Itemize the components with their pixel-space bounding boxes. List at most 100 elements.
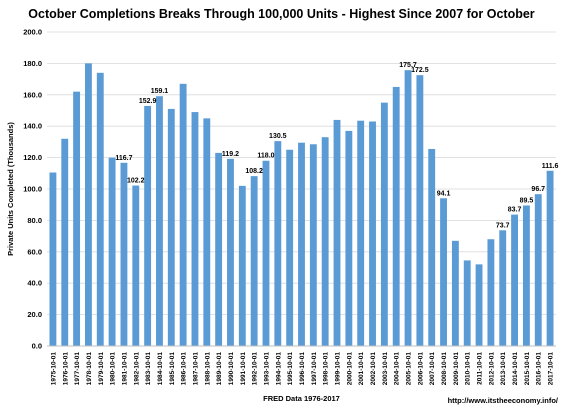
x-tick-label: 2007-10-01 bbox=[429, 352, 436, 386]
bar bbox=[380, 102, 388, 347]
x-tick-label: 2016-10-01 bbox=[536, 352, 543, 386]
bar bbox=[120, 162, 128, 346]
y-tick-label: 40.0 bbox=[27, 279, 42, 288]
bar bbox=[274, 141, 282, 346]
bar bbox=[238, 185, 246, 346]
data-label: 102.2 bbox=[127, 178, 145, 185]
bar bbox=[203, 118, 211, 346]
y-tick-label: 140.0 bbox=[23, 122, 42, 131]
y-tick-label: 60.0 bbox=[27, 247, 42, 256]
bar bbox=[534, 194, 542, 346]
data-label: 89.5 bbox=[520, 197, 534, 204]
y-tick-label: 160.0 bbox=[23, 90, 42, 99]
bar bbox=[451, 240, 459, 346]
x-axis-title: FRED Data 1976-2017 bbox=[263, 394, 340, 403]
x-tick-label: 2000-10-01 bbox=[346, 352, 353, 386]
bar bbox=[392, 86, 400, 346]
bar bbox=[215, 152, 223, 346]
data-label: 159.1 bbox=[151, 88, 169, 95]
y-tick-label: 20.0 bbox=[27, 310, 42, 319]
x-tick-label: 1998-10-01 bbox=[323, 352, 330, 386]
bar bbox=[144, 105, 152, 347]
x-tick-label: 2009-10-01 bbox=[453, 352, 460, 386]
data-label: 130.5 bbox=[269, 133, 287, 140]
y-tick-label: 100.0 bbox=[23, 185, 42, 194]
x-tick-label: 1983-10-01 bbox=[145, 352, 152, 386]
y-tick-label: 180.0 bbox=[23, 59, 42, 68]
x-tick-label: 1978-10-01 bbox=[86, 352, 93, 386]
bar bbox=[262, 160, 270, 346]
x-tick-label: 2014-10-01 bbox=[512, 352, 519, 386]
bar bbox=[191, 112, 199, 346]
x-tick-label: 1995-10-01 bbox=[287, 352, 294, 386]
bar bbox=[333, 119, 341, 346]
data-label: 119.2 bbox=[222, 151, 239, 158]
x-tick-label: 1981-10-01 bbox=[121, 352, 128, 386]
x-tick-label: 2017-10-01 bbox=[548, 352, 555, 386]
bar bbox=[84, 63, 92, 347]
x-tick-label: 2002-10-01 bbox=[370, 352, 377, 386]
bar bbox=[132, 185, 140, 346]
y-tick-label: 80.0 bbox=[27, 216, 42, 225]
x-tick-label: 1992-10-01 bbox=[252, 352, 259, 386]
bar bbox=[309, 144, 317, 346]
bar bbox=[440, 198, 447, 346]
data-labels: 116.7 102.2 152.9 159.1 119.2 108.2 118.0 130.5… bbox=[115, 62, 558, 229]
x-tick-label: 2008-10-01 bbox=[441, 352, 448, 386]
data-label: 175.7 bbox=[399, 62, 417, 69]
data-label: 94.1 bbox=[437, 190, 451, 197]
x-tick-label: 2013-10-01 bbox=[500, 352, 507, 386]
data-label: 116.7 bbox=[115, 155, 132, 162]
x-tick-label: 1991-10-01 bbox=[240, 352, 247, 386]
bar bbox=[345, 130, 353, 346]
data-label: 172.5 bbox=[411, 67, 429, 74]
x-tick-label: 1976-10-01 bbox=[62, 352, 69, 386]
bar bbox=[428, 148, 436, 346]
data-label: 96.7 bbox=[531, 186, 545, 193]
data-label: 73.7 bbox=[496, 222, 510, 229]
x-axis-ticks: 1975-10-01 1976-10-01 1977-10-01 1978-10-01… bbox=[50, 352, 554, 386]
x-tick-label: 2003-10-01 bbox=[382, 352, 389, 386]
x-tick-label: 2015-10-01 bbox=[524, 352, 531, 386]
x-tick-label: 1996-10-01 bbox=[299, 352, 306, 386]
x-tick-label: 2006-10-01 bbox=[417, 352, 424, 386]
y-axis-title: Private Units Completed (Thousands) bbox=[6, 122, 15, 256]
bar bbox=[404, 70, 412, 346]
bar bbox=[463, 260, 471, 346]
x-tick-label: 1979-10-01 bbox=[98, 352, 105, 386]
data-label: 118.0 bbox=[257, 153, 274, 160]
bar bbox=[321, 137, 329, 346]
bar bbox=[499, 230, 507, 346]
bar bbox=[369, 121, 376, 347]
x-tick-label: 1997-10-01 bbox=[311, 352, 318, 386]
x-tick-label: 1987-10-01 bbox=[192, 352, 199, 386]
y-tick-label: 120.0 bbox=[23, 153, 42, 162]
bar bbox=[108, 157, 116, 346]
bar bbox=[511, 214, 519, 346]
x-tick-label: 1975-10-01 bbox=[50, 352, 57, 386]
x-tick-label: 1980-10-01 bbox=[110, 352, 117, 386]
source-credit: http://www.itstheeconomy.info/ bbox=[448, 396, 559, 405]
x-tick-label: 1994-10-01 bbox=[275, 352, 282, 386]
bar bbox=[298, 142, 305, 346]
bar bbox=[156, 96, 163, 346]
x-tick-label: 1989-10-01 bbox=[216, 352, 223, 386]
x-tick-label: 2001-10-01 bbox=[358, 352, 365, 386]
data-label: 108.2 bbox=[245, 168, 263, 175]
chart-title: October Completions Breaks Through 100,0… bbox=[28, 7, 535, 21]
bar bbox=[475, 264, 483, 346]
bar bbox=[487, 239, 495, 346]
x-tick-label: 1990-10-01 bbox=[228, 352, 235, 386]
bars bbox=[49, 63, 554, 347]
x-tick-label: 1999-10-01 bbox=[335, 352, 342, 386]
data-label: 111.6 bbox=[542, 163, 559, 170]
bar bbox=[49, 172, 57, 346]
x-tick-label: 1986-10-01 bbox=[181, 352, 188, 386]
bar bbox=[179, 83, 187, 346]
x-tick-label: 1988-10-01 bbox=[204, 352, 211, 386]
bar bbox=[522, 205, 530, 346]
x-tick-label: 2004-10-01 bbox=[394, 352, 401, 386]
y-tick-label: 0.0 bbox=[32, 342, 42, 351]
